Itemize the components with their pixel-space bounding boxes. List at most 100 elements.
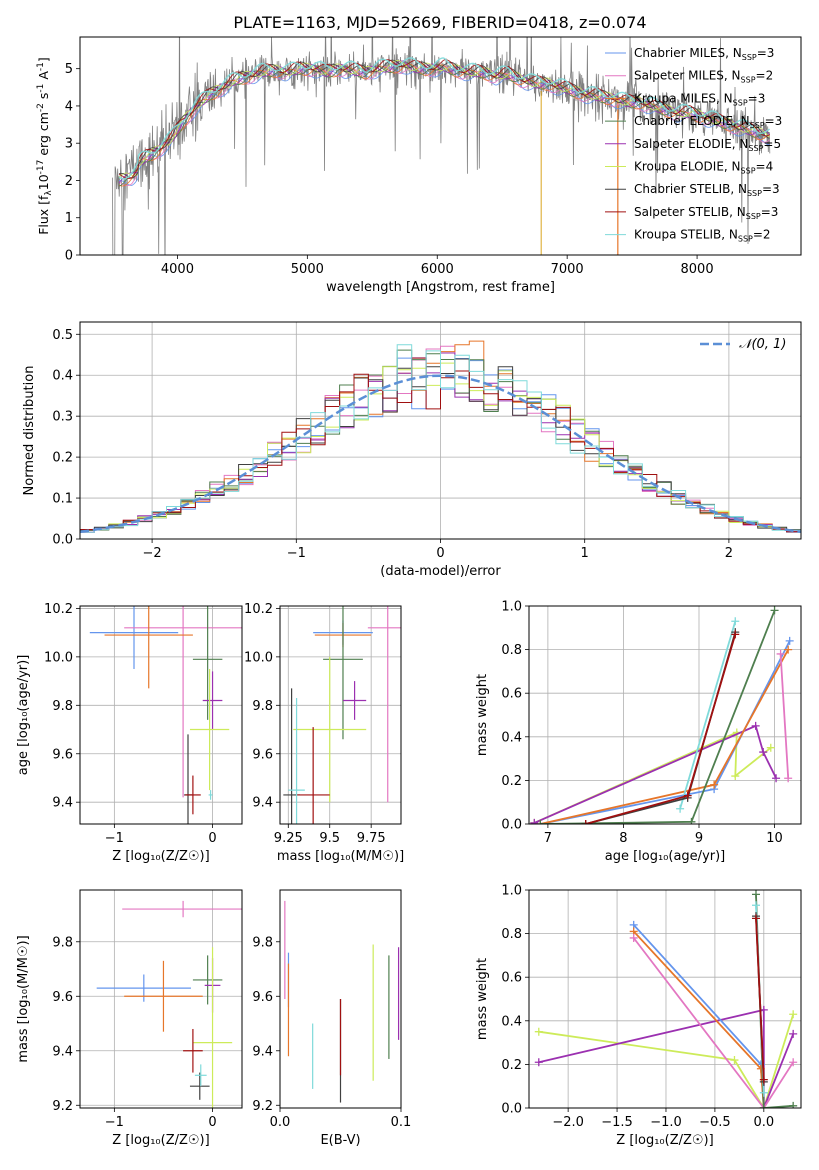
legend-entry: Salpeter STELIB, NSSP=3	[634, 205, 778, 221]
series-marker	[730, 1056, 739, 1065]
plot-area-mass-Z	[80, 890, 242, 1108]
series-marker	[785, 636, 794, 645]
x-tick-label: 7000	[551, 262, 584, 277]
x-axis-label: wavelength [Angstrom, rest frame]	[326, 280, 555, 295]
x-tick-label: 0.0	[753, 1115, 774, 1130]
legend-entry: Chabrier ELODIE, NSSP=3	[634, 114, 782, 130]
series-marker	[530, 818, 539, 824]
y-axis-label: mass weight	[475, 674, 490, 756]
x-tick-label: −1.5	[601, 1115, 633, 1130]
series-marker	[751, 914, 760, 923]
plot-area-age-Z	[80, 606, 242, 824]
legend-entry: Chabrier STELIB, NSSP=3	[634, 182, 780, 198]
x-tick-label: 9.5	[319, 831, 340, 846]
series-line	[632, 937, 794, 1108]
series-marker	[789, 1101, 798, 1108]
axes-age-Z: −1 0 9.4 9.6 9.8 10.0 10.2 Z [log₁₀(Z/Z☉)] age […	[16, 602, 243, 864]
y-axis-label: age [log₁₀(age/yr)]	[16, 655, 31, 776]
series-marker	[731, 772, 740, 781]
series-line	[755, 918, 765, 1080]
plot-area-weight-age	[529, 606, 801, 824]
y-tick-label: 1.0	[501, 600, 522, 615]
figure-title: PLATE=1163, MJD=52669, FIBERID=0418, z=0…	[233, 13, 646, 32]
y-tick-label: 1	[65, 211, 73, 226]
y-tick-label: 0.8	[501, 643, 522, 658]
y-tick-label: 9.2	[252, 1099, 273, 1114]
y-tick-label: 0.2	[501, 1058, 522, 1073]
y-tick-label: 9.4	[52, 1044, 73, 1059]
x-tick-label: 6000	[421, 262, 454, 277]
legend-entry: Chabrier MILES, NSSP=3	[634, 46, 774, 62]
spectrum-model-line	[118, 60, 770, 184]
x-axis-label: mass [log₁₀(M/M☉)]	[277, 849, 404, 864]
x-tick-label: −1	[105, 1115, 124, 1130]
x-axis-label: Z [log₁₀(Z/Z☉)]	[112, 849, 209, 864]
axes-mass-EBV: 0.0 0.1 9.2 9.4 9.6 9.8 E(B-V)	[252, 889, 411, 1148]
axes-frame	[79, 889, 243, 1109]
series-line	[533, 724, 777, 824]
y-tick-label: 0.6	[501, 971, 522, 986]
series-marker	[683, 791, 692, 800]
y-tick-label: 3	[65, 137, 73, 152]
axes-frame	[528, 605, 802, 825]
series-marker	[759, 748, 768, 757]
series-marker	[759, 1075, 768, 1084]
axes-frame	[279, 605, 402, 825]
axes-residuals: −2 −1 0 1 2 0.0 0.1 0.2 0.3 0.4 0.5 (data-model)/er…	[22, 321, 802, 579]
x-tick-label: 5000	[291, 262, 324, 277]
series-marker	[676, 804, 685, 813]
series-marker	[759, 1104, 768, 1108]
y-axis-label: mass [log₁₀(M/M☉)]	[16, 935, 31, 1062]
x-tick-label: −1	[105, 831, 124, 846]
y-tick-label: 9.8	[252, 699, 273, 714]
series-line	[779, 653, 790, 779]
axes-frame	[79, 605, 243, 825]
legend-entry: Kroupa ELODIE, NSSP=4	[634, 160, 773, 176]
series-line	[538, 1008, 795, 1108]
series-marker	[751, 890, 760, 899]
series-marker	[731, 630, 740, 639]
x-tick-label: 8000	[681, 262, 714, 277]
axes-age-mass: 9.25 9.5 9.75 9.4 9.6 9.8 10.0 10.2 mass [log₁₀(…	[244, 602, 404, 864]
axes-mass-Z: −1 0 9.2 9.4 9.6 9.8 Z [log₁₀(Z/Z☉)] mass [log₁…	[16, 889, 243, 1148]
x-tick-label: 9	[695, 831, 703, 846]
series-marker	[772, 774, 781, 783]
spectrum-model-line	[118, 60, 770, 178]
y-tick-label: 2	[65, 174, 73, 189]
y-tick-label: 0.4	[501, 730, 522, 745]
series-marker	[784, 645, 793, 654]
x-tick-label: −2	[143, 546, 162, 561]
axes-frame	[79, 321, 802, 540]
plot-area-weight-Z	[529, 890, 801, 1108]
series-marker	[687, 817, 696, 824]
y-tick-label: 0.1	[52, 492, 73, 507]
x-axis-label: E(B-V)	[320, 1133, 360, 1148]
axes-weight-age: 7 8 9 10 0.0 0.2 0.4 0.6 0.8 1.0 age [log₁₀(age/yr…	[475, 600, 802, 864]
y-tick-label: 4	[65, 99, 73, 114]
y-tick-label: 0.3	[52, 410, 73, 425]
x-tick-label: 8	[619, 831, 627, 846]
series-marker	[789, 1010, 798, 1019]
spectrum-model-line	[118, 59, 770, 179]
y-tick-label: 0.2	[501, 774, 522, 789]
axes-weight-Z: −2.0 −1.5 −1.0 −0.5 0.0 0.0 0.2 0.4 0.6 0.8 1.0 Z […	[475, 884, 802, 1148]
y-tick-label: 9.6	[252, 990, 273, 1005]
y-tick-label: 0.5	[52, 328, 73, 343]
x-tick-label: 7	[544, 831, 552, 846]
x-tick-label: 2	[725, 546, 733, 561]
series-marker	[770, 606, 779, 615]
y-tick-label: 9.4	[252, 796, 273, 811]
x-tick-label: −2.0	[552, 1115, 584, 1130]
x-tick-label: 0	[208, 831, 216, 846]
legend-entry: Kroupa STELIB, NSSP=2	[634, 228, 771, 244]
plot-area-spectrum	[112, 37, 771, 255]
y-axis-label: Flux [fλ10-17 erg cm-2 s-1 A-1]	[36, 57, 54, 235]
y-tick-label: 9.2	[52, 1099, 73, 1114]
plot-area-mass-EBV	[284, 900, 400, 1103]
y-tick-label: 0.0	[501, 818, 522, 833]
y-tick-label: 1.0	[501, 884, 522, 899]
series-marker	[536, 820, 545, 824]
x-tick-label: 1	[581, 546, 589, 561]
series-marker	[534, 1058, 543, 1067]
